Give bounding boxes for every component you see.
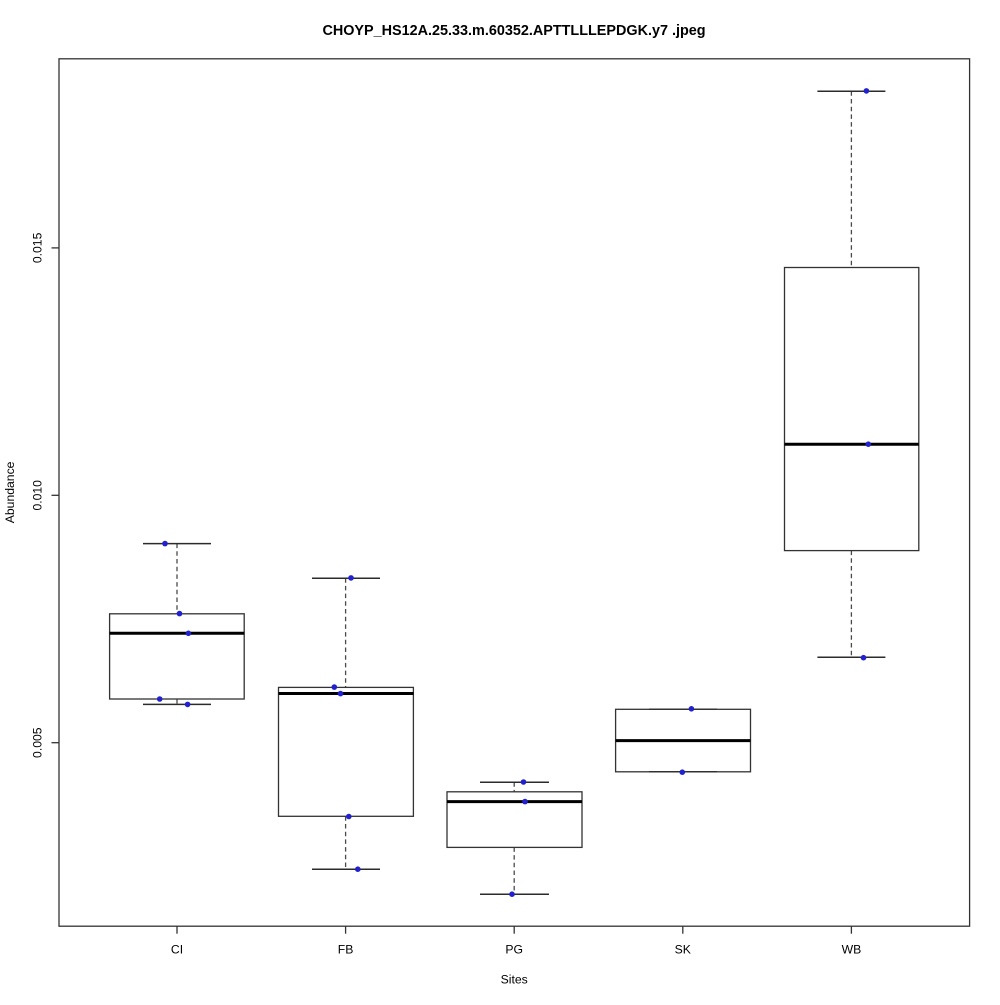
svg-text:SK: SK xyxy=(675,943,691,957)
svg-text:Sites: Sites xyxy=(501,972,528,986)
svg-text:FB: FB xyxy=(338,943,354,957)
svg-text:PG: PG xyxy=(505,943,523,957)
svg-text:CHOYP_HS12A.25.33.m.60352.APTT: CHOYP_HS12A.25.33.m.60352.APTTLLLEPDGK.y… xyxy=(322,23,705,39)
svg-text:WB: WB xyxy=(842,943,862,957)
svg-text:0.015: 0.015 xyxy=(31,232,45,263)
svg-text:0.010: 0.010 xyxy=(31,480,45,511)
svg-text:Abundance: Abundance xyxy=(3,461,17,523)
svg-text:0.005: 0.005 xyxy=(31,727,45,758)
svg-text:CI: CI xyxy=(171,943,183,957)
